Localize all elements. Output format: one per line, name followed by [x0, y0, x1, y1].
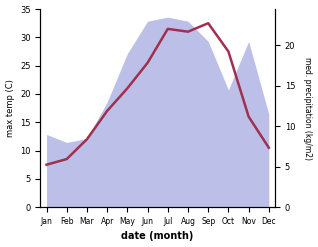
Y-axis label: max temp (C): max temp (C)	[5, 79, 15, 137]
X-axis label: date (month): date (month)	[121, 231, 194, 242]
Y-axis label: med. precipitation (kg/m2): med. precipitation (kg/m2)	[303, 57, 313, 160]
